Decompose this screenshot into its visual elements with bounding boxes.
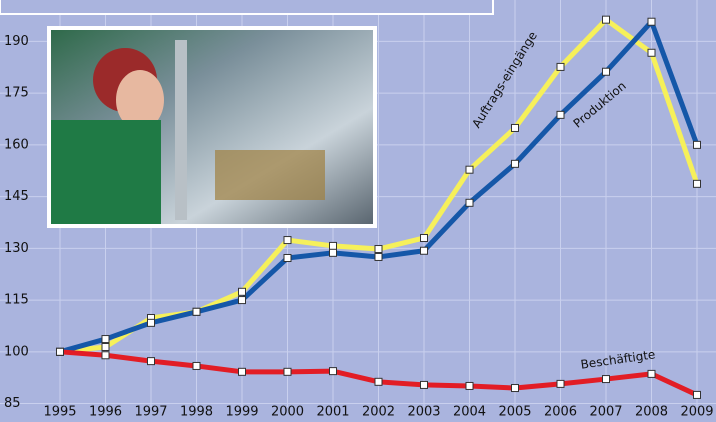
y-tick-label: 85 [4, 396, 21, 411]
point-marker [374, 252, 383, 261]
point-marker [283, 367, 292, 376]
point-marker [693, 140, 701, 149]
y-tick-label: 160 [4, 137, 29, 152]
point-marker [329, 248, 337, 257]
point-marker [465, 165, 474, 174]
point-marker [192, 307, 201, 316]
point-marker [147, 318, 155, 327]
y-tick-label: 115 [4, 293, 29, 308]
x-tick-label: 1998 [180, 405, 213, 420]
point-marker [101, 342, 110, 351]
point-marker [647, 17, 656, 26]
x-tick-label: 2008 [635, 405, 668, 420]
x-tick-label: 2004 [453, 405, 486, 420]
x-tick-label: 2003 [407, 405, 440, 420]
x-tick-label: 1996 [89, 405, 122, 420]
point-marker [693, 179, 701, 188]
point-marker [556, 379, 565, 388]
point-marker [465, 381, 474, 390]
point-marker [238, 296, 246, 305]
photo-caliper [175, 40, 187, 220]
point-marker [647, 48, 656, 57]
point-marker [647, 369, 656, 378]
point-marker [329, 241, 337, 250]
point-marker [283, 236, 292, 245]
x-tick-label: 1995 [43, 405, 76, 420]
point-marker [420, 246, 428, 255]
point-marker [192, 361, 201, 370]
point-marker [147, 357, 155, 366]
point-marker [374, 245, 383, 254]
point-marker [556, 62, 565, 71]
photo-parts [215, 150, 325, 200]
x-tick-label: 2006 [544, 405, 577, 420]
x-tick-label: 2002 [362, 405, 395, 420]
point-marker [56, 347, 64, 356]
point-marker [329, 367, 337, 376]
point-marker [374, 377, 383, 386]
point-marker [238, 287, 246, 296]
y-tick-label: 100 [4, 344, 29, 359]
y-tick-label: 190 [4, 34, 29, 49]
point-marker [556, 110, 565, 119]
x-tick-label: 2007 [589, 405, 622, 420]
point-marker [602, 375, 610, 384]
photo-jacket [51, 120, 161, 224]
y-tick-label: 175 [4, 86, 29, 101]
point-marker [465, 198, 474, 207]
x-tick-label: 2009 [680, 405, 713, 420]
x-tick-label: 2005 [498, 405, 531, 420]
point-marker [511, 123, 519, 132]
point-marker [420, 233, 428, 242]
point-marker [101, 335, 110, 344]
point-marker [602, 15, 610, 24]
x-tick-label: 1997 [134, 405, 167, 420]
photo [47, 26, 377, 228]
point-marker [511, 384, 519, 393]
point-marker [511, 159, 519, 168]
title-box [0, 0, 494, 15]
x-tick-label: 2001 [316, 405, 349, 420]
y-tick-label: 145 [4, 189, 29, 204]
x-tick-label: 2000 [271, 405, 304, 420]
point-marker [693, 390, 701, 399]
point-marker [283, 253, 292, 262]
photo-face [116, 70, 164, 130]
x-tick-label: 1999 [225, 405, 258, 420]
point-marker [238, 367, 246, 376]
point-marker [101, 351, 110, 360]
y-tick-label: 130 [4, 241, 29, 256]
point-marker [420, 380, 428, 389]
point-marker [602, 67, 610, 76]
